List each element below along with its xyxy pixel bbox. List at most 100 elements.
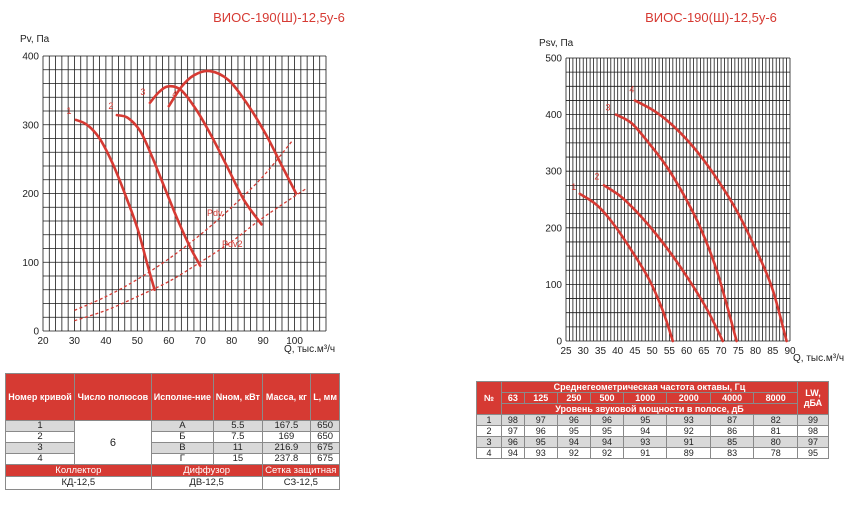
frequency-cell: 1000 [623, 392, 668, 404]
execution-cell: Г [150, 453, 215, 465]
power-cell: 15 [213, 453, 263, 465]
x-tick-label: 80 [226, 336, 238, 347]
level-value-cell: 95 [589, 425, 625, 437]
spec-header-cell: L, мм [310, 373, 340, 421]
execution-cell: Б [150, 431, 215, 443]
level-header-cell: Уровень звуковой мощности в полосе, дБ [501, 403, 798, 415]
x-tick-label: 30 [578, 346, 590, 357]
length-cell: 650 [310, 420, 340, 432]
length-cell: 675 [310, 453, 340, 465]
level-value-cell: 95 [623, 414, 668, 426]
curve-2 [602, 184, 725, 343]
level-value-cell: 94 [556, 436, 591, 448]
frequency-cell: 125 [523, 392, 558, 404]
spec-header-cell: Масса, кг [261, 373, 312, 421]
x-tick-label: 75 [733, 346, 745, 357]
level-value-cell: 94 [501, 447, 525, 459]
level-value-cell: 87 [709, 414, 755, 426]
curve-3 [614, 113, 738, 343]
y-axis-label: Pv, Па [20, 34, 50, 45]
level-value-cell: 86 [709, 425, 755, 437]
level-value-cell: 91 [666, 436, 711, 448]
curve-label: 2 [594, 171, 599, 181]
level-value-cell: 92 [556, 447, 591, 459]
x-tick-label: 65 [698, 346, 710, 357]
y-tick-label: 200 [22, 189, 39, 200]
frequency-cell: 250 [556, 392, 591, 404]
y-tick-label: 0 [33, 327, 39, 338]
level-value-cell: 83 [709, 447, 755, 459]
x-tick-label: 60 [163, 336, 175, 347]
spec-header-cell: Исполне-ние [150, 373, 215, 421]
level-value-cell: 81 [753, 425, 798, 437]
accessory-header-cell: Сетка защитная [261, 464, 341, 477]
row-number-cell: 2 [476, 425, 502, 437]
level-value-cell: 89 [666, 447, 711, 459]
mass-cell: 169 [261, 431, 312, 443]
accessory-value-cell: СЗ-12,5 [261, 476, 341, 490]
y-tick-label: 300 [22, 120, 39, 131]
table-row: 4 Г 15 237.8 675 [4, 453, 340, 465]
frequency-cell: 4000 [709, 392, 755, 404]
poles-cell: 6 [74, 420, 152, 465]
lw-value-cell: 98 [797, 425, 829, 437]
x-tick-label: 40 [100, 336, 112, 347]
row-number-cell: 4 [476, 447, 502, 459]
level-value-cell: 78 [753, 447, 798, 459]
chart-title: ВИОС-190(Ш)-12,5у-6 [645, 10, 777, 25]
length-cell: 650 [310, 431, 340, 443]
table-row: 3 96 95 94 94 93 91 85 80 97 [476, 436, 829, 448]
level-value-cell: 98 [501, 414, 525, 426]
level-value-cell: 93 [666, 414, 711, 426]
level-value-cell: 94 [623, 425, 668, 437]
row-number-cell: 3 [476, 436, 502, 448]
x-tick-label: 90 [784, 346, 796, 357]
accessory-header-cell: Коллектор [5, 464, 152, 477]
table-row: 1 98 97 96 96 95 93 87 82 99 [476, 414, 829, 426]
x-tick-label: 60 [681, 346, 693, 357]
level-value-cell: 92 [666, 425, 711, 437]
level-value-cell: 85 [709, 436, 755, 448]
curve-number-cell: 3 [4, 442, 76, 454]
power-cell: 5.5 [213, 420, 263, 432]
curve-label: 3 [140, 87, 145, 97]
curve-label: 2 [108, 101, 113, 111]
dashed-curve-pdv [74, 139, 294, 311]
table-row: 4 94 93 92 92 91 89 83 78 95 [476, 447, 829, 459]
level-value-cell: 93 [523, 447, 558, 459]
level-value-cell: 82 [753, 414, 798, 426]
accessory-header-cell: Диффузор [150, 464, 263, 477]
curve-2 [115, 113, 202, 267]
execution-cell: А [150, 420, 215, 432]
y-tick-label: 100 [545, 280, 562, 291]
level-value-cell: 93 [623, 436, 668, 448]
y-tick-label: 200 [545, 223, 562, 234]
dashed-curve-pdv2 [74, 187, 308, 322]
sound-power-table: № Среднегеометрическая частота октавы, Гц… [476, 381, 829, 459]
execution-cell: В [150, 442, 215, 454]
mass-cell: 216.9 [261, 442, 312, 454]
x-tick-label: 70 [716, 346, 728, 357]
y-tick-label: 400 [545, 110, 562, 121]
spec-header-cell: Nном, кВт [213, 373, 263, 421]
x-tick-label: 45 [629, 346, 641, 357]
y-tick-label: 400 [22, 52, 39, 63]
frequency-cell: 2000 [666, 392, 711, 404]
x-tick-label: 25 [560, 346, 572, 357]
lw-value-cell: 97 [797, 436, 829, 448]
curve-4 [167, 69, 298, 195]
level-value-cell: 95 [523, 436, 558, 448]
table-row: 3 В 11 216.9 675 [4, 442, 340, 454]
accessory-value-cell: ДВ-12,5 [150, 476, 263, 490]
x-tick-label: 20 [37, 336, 49, 347]
level-value-cell: 96 [556, 414, 591, 426]
x-tick-label: 90 [258, 336, 270, 347]
x-tick-label: 70 [195, 336, 207, 347]
x-tick-label: 100 [286, 336, 303, 347]
row-number-cell: 1 [476, 414, 502, 426]
curve-4 [633, 99, 788, 343]
frequency-cell: 8000 [753, 392, 798, 404]
power-cell: 7.5 [213, 431, 263, 443]
chart-2: 25 30 35 40 45 50 55 60 65 70 75 80 85 90 0 100 200 300 40… [539, 10, 844, 364]
